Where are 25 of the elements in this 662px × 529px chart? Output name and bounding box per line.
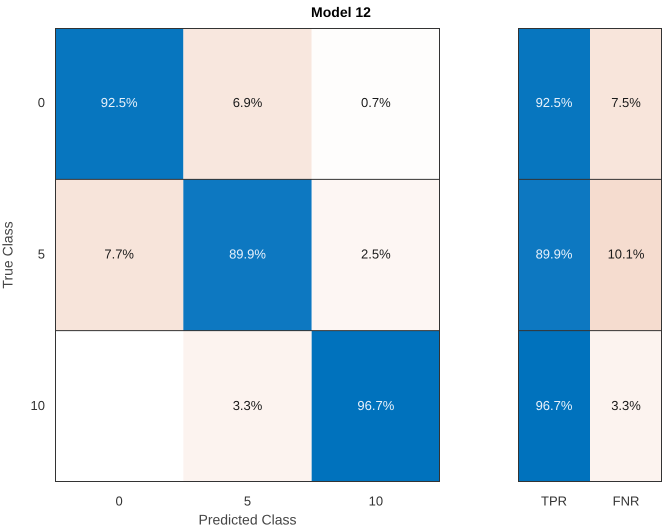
data-label: 7.7% bbox=[104, 246, 134, 262]
data-label: 96.7% bbox=[357, 398, 395, 413]
data-label: 3.3% bbox=[611, 398, 642, 413]
data-label: 7.5% bbox=[611, 95, 642, 110]
x-tick-label: 10 bbox=[368, 493, 384, 508]
chart-title: Model 12 bbox=[310, 4, 372, 20]
data-label: 10.1% bbox=[608, 246, 645, 262]
x-axis-title: Predicted Class bbox=[198, 511, 297, 528]
y-tick-label: 10 bbox=[30, 398, 45, 413]
data-label: 89.9% bbox=[229, 246, 266, 262]
data-label: 3.3% bbox=[232, 398, 263, 413]
y-tick-label: 5 bbox=[38, 246, 45, 262]
x-tick-label: 0 bbox=[116, 493, 123, 508]
data-label: 92.5% bbox=[100, 95, 138, 110]
data-label: 92.5% bbox=[536, 95, 573, 110]
data-label: 6.9% bbox=[232, 95, 263, 110]
y-tick-label: 0 bbox=[38, 95, 45, 110]
data-label: 89.9% bbox=[536, 246, 573, 262]
data-label: 2.5% bbox=[361, 246, 392, 262]
y-axis-title: True Class bbox=[0, 221, 16, 289]
x-tick-label: 5 bbox=[244, 493, 252, 508]
data-label: 96.7% bbox=[536, 398, 573, 413]
x-tick-label: FNR bbox=[612, 493, 640, 508]
x-tick-label: TPR bbox=[541, 493, 567, 508]
data-label: 0.7% bbox=[361, 95, 392, 110]
